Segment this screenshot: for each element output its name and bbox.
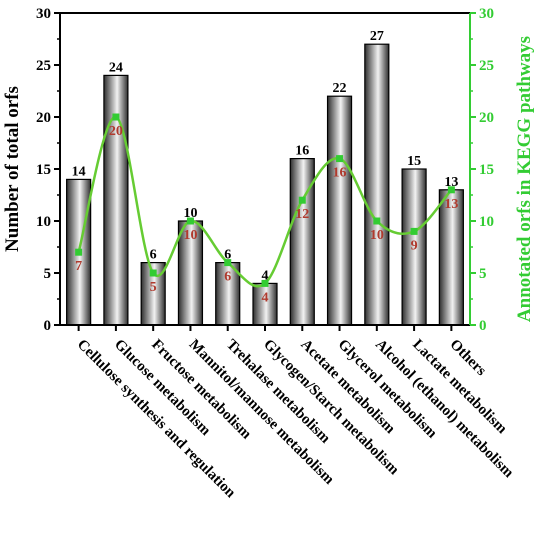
left-tick-label: 0 xyxy=(44,318,52,334)
left-tick-label: 30 xyxy=(36,6,51,22)
left-axis-title: Number of total orfs xyxy=(2,86,23,252)
left-tick-label: 20 xyxy=(36,110,51,126)
right-tick-label: 20 xyxy=(479,110,494,126)
right-tick-label: 30 xyxy=(479,6,494,22)
kegg-value-label: 20 xyxy=(109,124,123,139)
right-tick-label: 25 xyxy=(479,58,494,74)
bar xyxy=(252,282,278,326)
bar xyxy=(177,220,204,326)
kegg-point-marker xyxy=(112,113,120,121)
bar-value-label: 15 xyxy=(407,154,421,169)
kegg-value-label: 7 xyxy=(75,259,82,274)
right-tick-label: 15 xyxy=(479,162,494,178)
kegg-point-marker xyxy=(447,186,455,194)
kegg-point-marker xyxy=(261,279,269,287)
kegg-point-marker xyxy=(373,217,381,225)
labels-layer: 14 24 6 10 6 4 16 22 27 15 13 7 20 5 10 6 4 12 16 10 9 13 xyxy=(72,29,459,305)
kegg-value-label: 9 xyxy=(411,238,418,253)
bar-value-label: 16 xyxy=(295,144,309,159)
bar xyxy=(438,189,464,326)
kegg-point-marker xyxy=(186,217,194,225)
bar xyxy=(364,43,390,326)
bar-value-label: 22 xyxy=(333,81,347,96)
bar-value-label: 27 xyxy=(370,29,384,44)
bar-value-label: 13 xyxy=(444,175,458,190)
bar xyxy=(289,158,315,326)
bar-value-label: 6 xyxy=(224,248,231,263)
kegg-value-label: 6 xyxy=(224,270,231,285)
bar-value-label: 14 xyxy=(72,164,86,179)
kegg-value-label: 10 xyxy=(183,228,197,243)
right-tick-label: 5 xyxy=(479,266,487,282)
right-tick-label: 10 xyxy=(479,214,494,230)
bar-value-label: 10 xyxy=(183,206,197,221)
kegg-point-marker xyxy=(75,248,83,256)
left-tick-label: 10 xyxy=(36,214,51,230)
kegg-line-layer xyxy=(75,113,455,288)
kegg-point-marker xyxy=(298,196,306,204)
kegg-value-label: 5 xyxy=(150,280,157,295)
kegg-value-label: 16 xyxy=(333,166,347,181)
left-tick-label: 25 xyxy=(36,58,51,74)
bar xyxy=(326,95,353,326)
bar-value-label: 4 xyxy=(262,268,269,283)
left-tick-label: 15 xyxy=(36,162,51,178)
kegg-series-line xyxy=(77,115,453,288)
kegg-value-label: 10 xyxy=(370,228,384,243)
bar-value-label: 6 xyxy=(150,248,157,263)
right-tick-label: 0 xyxy=(479,318,487,334)
kegg-value-label: 4 xyxy=(262,290,269,305)
left-tick-label: 5 xyxy=(44,266,52,282)
kegg-value-label: 13 xyxy=(444,197,458,212)
kegg-value-label: 12 xyxy=(295,207,309,222)
bar xyxy=(103,74,129,326)
bar xyxy=(401,168,427,326)
bar-value-label: 24 xyxy=(109,60,123,75)
kegg-point-marker xyxy=(224,259,232,267)
right-axis-title: Annotated orfs in KEGG pathways xyxy=(514,36,535,322)
kegg-point-marker xyxy=(410,227,418,235)
kegg-point-marker xyxy=(336,155,344,163)
kegg-point-marker xyxy=(149,269,157,277)
